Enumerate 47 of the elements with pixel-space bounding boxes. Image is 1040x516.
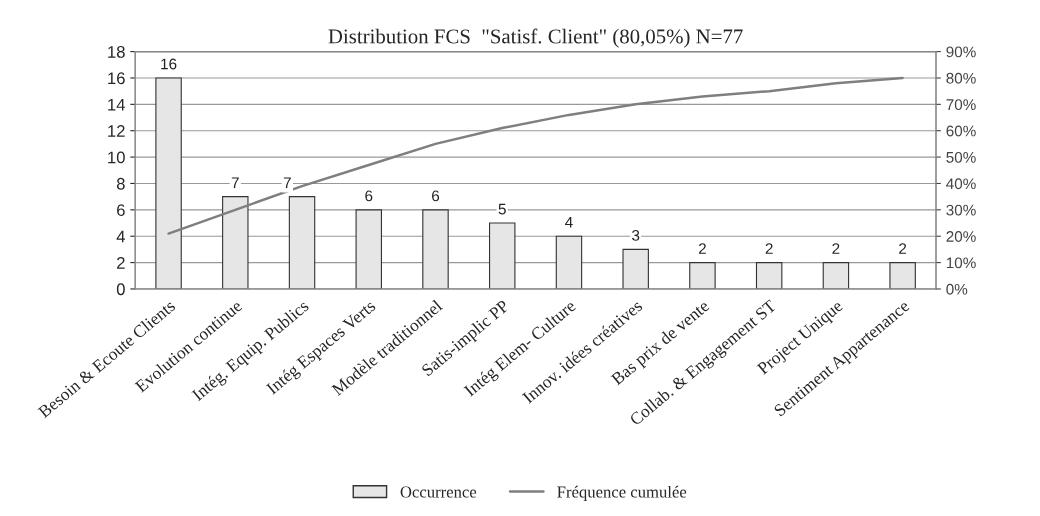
y-tick-label: 10 — [108, 151, 125, 164]
y2-tick-label: 30% — [946, 204, 976, 216]
y-tick-label: 4 — [116, 230, 125, 243]
data-label: 2 — [899, 243, 907, 254]
y-tick-label: 6 — [117, 204, 125, 217]
data-label: 6 — [365, 190, 373, 202]
y2-tick-label: 20% — [946, 231, 976, 242]
bar — [488, 222, 516, 289]
bar — [822, 262, 850, 289]
data-label: 2 — [698, 243, 706, 254]
y2-tick-label: 70% — [946, 99, 976, 111]
data-label: 7 — [231, 177, 239, 188]
y2-tick-label: 90% — [946, 46, 976, 58]
legend-label: Occurrence — [400, 486, 477, 498]
legend-label: Fréquence cumulée — [557, 485, 687, 501]
data-label: 2 — [832, 243, 840, 254]
bar — [689, 262, 716, 289]
bar — [622, 248, 649, 289]
data-label: 6 — [432, 190, 440, 202]
bar — [355, 209, 383, 289]
data-label: 4 — [565, 216, 573, 228]
data-label: 16 — [161, 58, 177, 70]
data-label: 5 — [498, 203, 506, 215]
y-tick-label: 18 — [108, 46, 125, 58]
bar — [222, 196, 249, 289]
bar — [755, 262, 783, 289]
bar — [288, 196, 316, 289]
y-tick-label: 0 — [116, 283, 125, 296]
y-tick-label: 14 — [108, 98, 125, 111]
data-label: 7 — [283, 177, 291, 188]
y-tick-label: 12 — [108, 125, 125, 137]
bar — [555, 235, 583, 289]
y-tick-label: 2 — [117, 256, 125, 269]
bar — [155, 77, 182, 289]
y2-tick-label: 60% — [946, 125, 976, 137]
y2-tick-label: 10% — [946, 257, 976, 269]
y-tick-label: 16 — [108, 72, 125, 85]
y-tick-label: 8 — [116, 177, 125, 190]
data-label: 2 — [765, 243, 773, 254]
bar — [422, 209, 449, 289]
data-label: 3 — [632, 230, 640, 241]
y2-tick-label: 50% — [946, 151, 976, 163]
y2-tick-label: 0% — [946, 283, 968, 295]
chart-title: Distribution FCS "Satisf. Client" (80,05%) N=77 — [328, 28, 743, 48]
bar — [889, 262, 916, 289]
y2-tick-label: 80% — [946, 72, 976, 84]
y2-tick-label: 40% — [946, 178, 976, 190]
